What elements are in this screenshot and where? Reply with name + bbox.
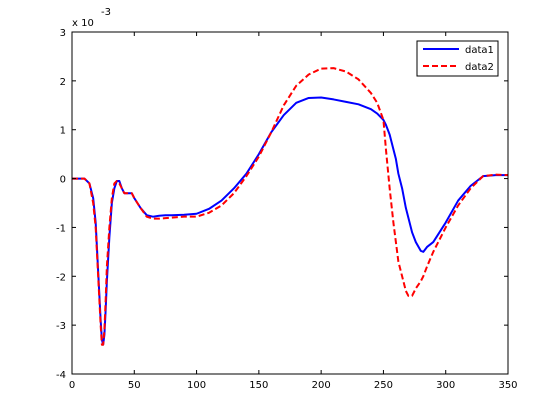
plot-area: [72, 32, 508, 374]
y-tick-label: -3: [56, 321, 66, 332]
x-tick-label: 250: [374, 380, 393, 391]
legend: data1 data2: [416, 40, 499, 77]
y-tick-label: 1: [60, 126, 66, 137]
y-tick-label: 3: [60, 28, 66, 39]
y-exponent-power: -3: [101, 7, 111, 18]
legend-label-data2: data2: [465, 62, 494, 73]
y-exponent-label: x 10 -3: [72, 7, 111, 29]
x-tick-label: 100: [187, 380, 206, 391]
y-tick-label: -1: [56, 223, 66, 234]
tick-label-layer: 0 50 100 150 200 250 300 350 -4 -3 -2 -1 0 1 2 3: [56, 28, 518, 391]
x-tick-label: 200: [312, 380, 331, 391]
y-exponent-base: x 10: [72, 18, 94, 29]
legend-box: [416, 40, 499, 77]
x-tick-label: 0: [69, 380, 75, 391]
y-tick-label: -4: [56, 370, 66, 381]
x-tick-label: 50: [128, 380, 141, 391]
x-tick-label: 300: [436, 380, 455, 391]
x-tick-label: 350: [498, 380, 517, 391]
axes-box: [71, 31, 509, 375]
y-tick-label: -2: [56, 272, 66, 283]
y-tick-label: 2: [60, 77, 66, 88]
y-tick-label: 0: [60, 175, 66, 186]
legend-label-data1: data1: [465, 45, 494, 56]
series-layer: [72, 67, 509, 346]
tick-layer: [71, 31, 509, 375]
x-tick-label: 150: [249, 380, 268, 391]
